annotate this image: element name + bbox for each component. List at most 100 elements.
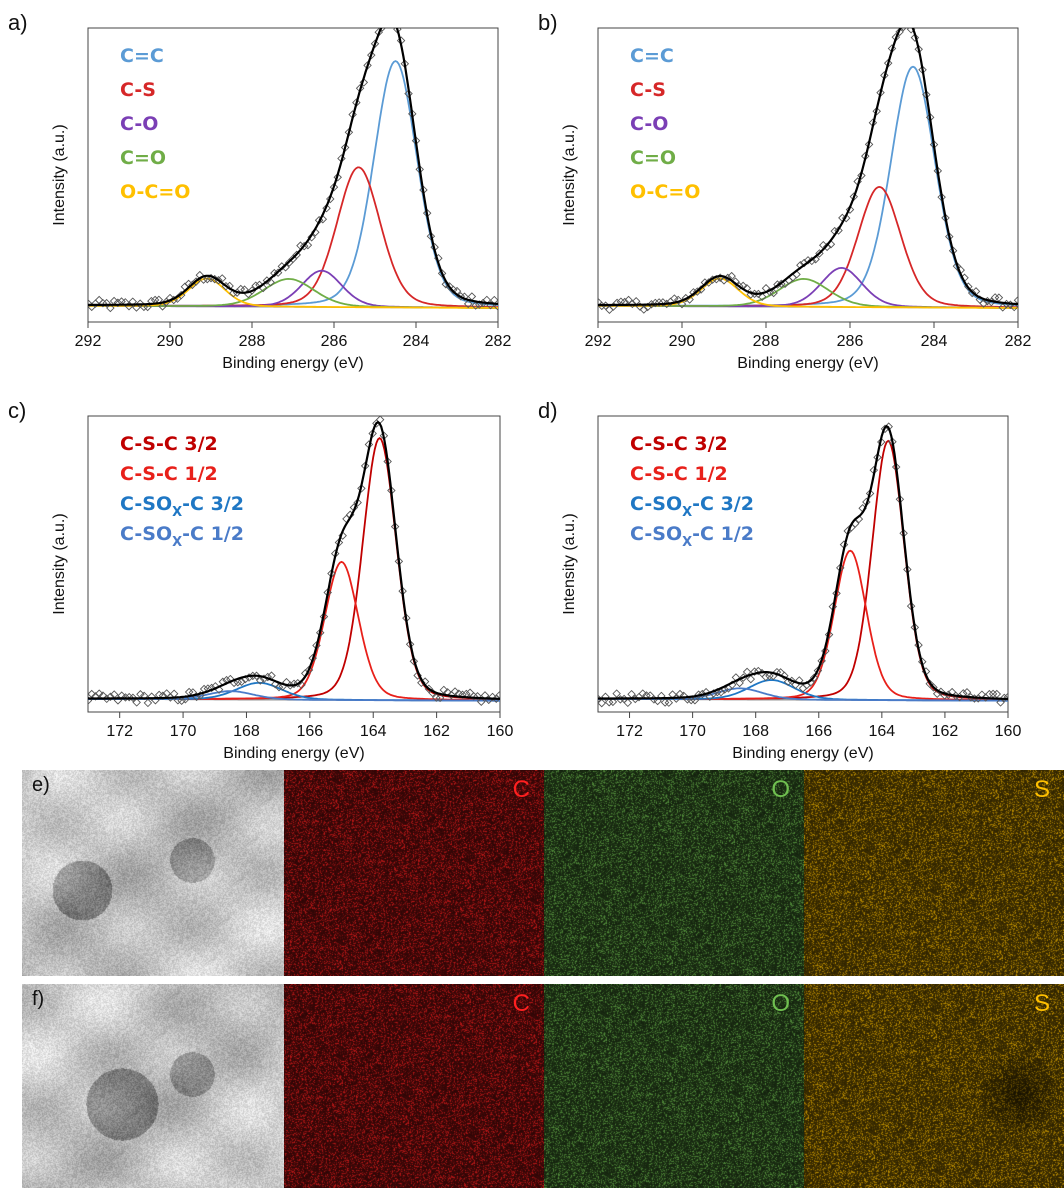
raw-point bbox=[233, 677, 243, 687]
raw-point bbox=[98, 298, 108, 308]
raw-point bbox=[834, 226, 843, 235]
raw-point bbox=[690, 696, 700, 705]
x-tick-label: 168 bbox=[742, 723, 769, 740]
raw-point bbox=[696, 285, 706, 294]
x-tick-label: 160 bbox=[995, 723, 1022, 740]
raw-point bbox=[121, 693, 130, 702]
raw-point bbox=[904, 15, 911, 22]
raw-point bbox=[289, 679, 299, 689]
raw-point bbox=[601, 692, 610, 702]
xps-chart-c: 172 170 168 166 164 162 160 Binding energy (eV)… bbox=[51, 415, 513, 762]
raw-point bbox=[359, 78, 369, 87]
raw-point bbox=[664, 698, 674, 707]
plot-frame bbox=[87, 415, 501, 713]
raw-point bbox=[329, 182, 339, 192]
raw-point bbox=[817, 656, 826, 666]
envelope-line bbox=[88, 420, 500, 700]
raw-point bbox=[719, 276, 729, 285]
raw-point bbox=[139, 302, 149, 312]
raw-point bbox=[638, 689, 647, 698]
raw-point bbox=[780, 671, 789, 680]
x-tick-label: 162 bbox=[423, 723, 450, 740]
raw-point bbox=[136, 690, 145, 699]
raw-point bbox=[910, 33, 920, 42]
raw-point bbox=[698, 689, 707, 699]
raw-point bbox=[158, 691, 168, 700]
legend-entry: C=C bbox=[120, 45, 164, 67]
x-tick-label: 282 bbox=[485, 333, 512, 350]
raw-point bbox=[1013, 295, 1018, 305]
raw-point bbox=[465, 688, 475, 697]
x-axis-label: Binding energy (eV) bbox=[223, 745, 364, 762]
raw-point bbox=[735, 678, 744, 688]
plot-frame bbox=[87, 27, 499, 323]
legend-entry: C=C bbox=[630, 45, 674, 67]
raw-point bbox=[435, 693, 445, 703]
sem-texture bbox=[22, 770, 284, 976]
raw-point bbox=[437, 269, 447, 278]
legend-entry: C-O bbox=[630, 113, 668, 135]
raw-point bbox=[441, 280, 451, 289]
raw-point bbox=[746, 674, 756, 684]
raw-point bbox=[857, 171, 866, 180]
x-tick-label: 166 bbox=[296, 723, 323, 740]
raw-point bbox=[604, 697, 614, 707]
raw-point bbox=[769, 288, 778, 298]
raw-point bbox=[169, 689, 179, 698]
raw-point bbox=[677, 299, 687, 309]
legend-entry: C=O bbox=[630, 147, 676, 169]
raw-point bbox=[460, 292, 469, 301]
panel-letter-d: d) bbox=[538, 398, 558, 423]
raw-point bbox=[605, 305, 614, 315]
raw-point bbox=[877, 437, 886, 447]
raw-point bbox=[463, 299, 473, 309]
xps-chart-a: 292 290 288 286 284 282 Binding energy (eV) Int… bbox=[51, 27, 512, 372]
y-axis-label: Intensity (a.u.) bbox=[561, 124, 578, 225]
raw-point bbox=[657, 691, 666, 701]
eds-map-row-f: f) C O S bbox=[22, 984, 1064, 1188]
x-tick-label: 282 bbox=[1005, 333, 1032, 350]
raw-point bbox=[809, 673, 819, 683]
raw-point bbox=[660, 698, 670, 707]
x-tick-label: 164 bbox=[360, 723, 387, 740]
raw-point bbox=[319, 612, 329, 621]
legend-entry: O-C=O bbox=[120, 181, 190, 203]
raw-point bbox=[895, 28, 904, 37]
x-tick-label: 288 bbox=[239, 333, 266, 350]
x-tick-label: 164 bbox=[868, 723, 895, 740]
peak-2 bbox=[598, 266, 1018, 309]
raw-point bbox=[488, 692, 497, 702]
eds-map-row-e: e) C O S bbox=[22, 770, 1064, 976]
raw-point bbox=[473, 692, 482, 701]
raw-point bbox=[799, 258, 809, 268]
eds-map-O: O bbox=[544, 770, 804, 976]
raw-point bbox=[177, 696, 186, 705]
eds-texture bbox=[284, 770, 544, 976]
raw-point bbox=[864, 140, 874, 149]
raw-point bbox=[757, 292, 767, 301]
raw-point bbox=[304, 665, 314, 675]
raw-point bbox=[996, 698, 1005, 707]
raw-point bbox=[237, 677, 246, 686]
raw-point bbox=[181, 695, 190, 704]
legend-entry: C-SOX-C 3/2 bbox=[630, 493, 754, 520]
raw-point bbox=[333, 173, 342, 182]
x-tick-label: 286 bbox=[837, 333, 864, 350]
eds-map-S: S bbox=[804, 984, 1064, 1188]
raw-point bbox=[273, 268, 283, 277]
x-axis-label: Binding energy (eV) bbox=[737, 355, 878, 372]
y-axis-label: Intensity (a.u.) bbox=[51, 513, 68, 614]
raw-point bbox=[477, 697, 486, 706]
raw-point bbox=[686, 695, 696, 705]
legend-entry: C=O bbox=[120, 147, 166, 169]
raw-point bbox=[628, 299, 637, 309]
raw-point bbox=[458, 690, 467, 699]
legend-entry: C-S bbox=[630, 79, 666, 101]
x-tick-label: 290 bbox=[157, 333, 184, 350]
raw-point bbox=[176, 290, 186, 300]
raw-point bbox=[106, 303, 115, 313]
x-tick-label: 288 bbox=[753, 333, 780, 350]
raw-point bbox=[694, 690, 703, 699]
raw-point bbox=[929, 683, 938, 692]
raw-point bbox=[432, 693, 441, 702]
